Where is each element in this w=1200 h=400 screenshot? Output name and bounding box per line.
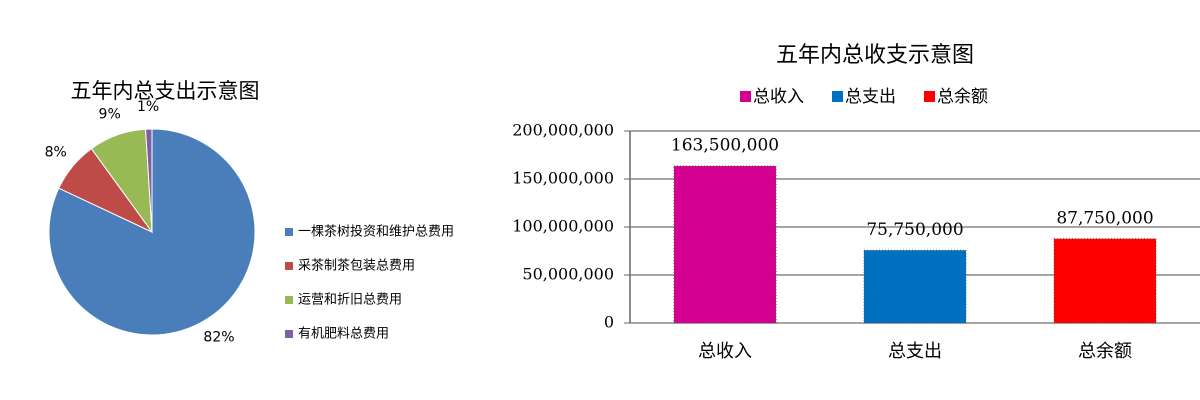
bar [863,249,967,324]
y-tick-label: 100,000,000 [512,217,614,236]
x-tick-label: 总支出 [888,341,942,362]
y-tick-label: 150,000,000 [512,169,614,188]
pie-title: 五年内总支出示意图 [71,79,260,103]
pie-label: 9% [99,106,121,122]
pie-label: 82% [203,330,234,346]
legend-swatch [285,262,293,270]
bar [1053,238,1157,324]
legend-label: 运营和折旧总费用 [298,293,402,308]
legend-swatch [285,296,293,304]
bar [673,165,777,324]
legend-swatch [285,228,293,236]
legend-swatch [924,91,935,102]
legend-label: 总收入 [753,87,804,107]
pie-label: 8% [45,144,67,160]
x-tick-label: 总余额 [1078,341,1132,362]
y-tick-label: 200,000,000 [512,121,614,140]
legend-swatch [832,91,843,102]
legend-label: 一棵茶树投资和维护总费用 [298,224,454,240]
value-label: 87,750,000 [1056,208,1153,228]
y-tick-label: 50,000,000 [522,265,614,284]
legend-swatch [285,330,293,338]
legend-label: 总余额 [937,87,988,107]
legend-label: 采茶制茶包装总费用 [298,258,415,274]
pie-slice [145,128,153,233]
legend-label: 总支出 [845,87,896,107]
bar-title: 五年内总收支示意图 [776,43,974,68]
pie-label: 1% [137,99,159,115]
value-label: 163,500,000 [671,136,779,156]
value-label: 75,750,000 [866,220,963,240]
x-tick-label: 总收入 [698,341,752,362]
y-tick-label: 0 [604,313,614,332]
legend-label: 有机肥料总费用 [298,327,389,342]
legend-swatch [740,91,751,102]
